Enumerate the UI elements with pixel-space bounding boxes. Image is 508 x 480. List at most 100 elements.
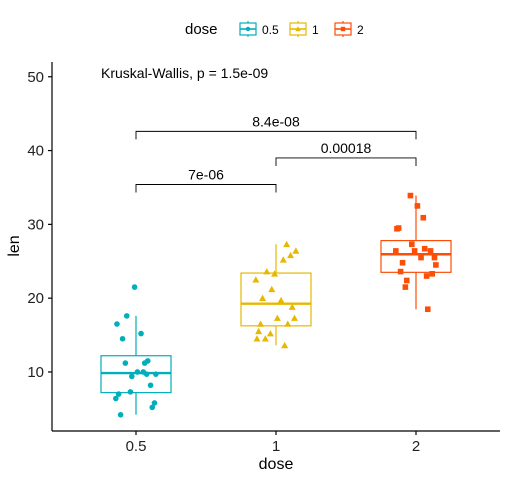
boxplot-2 (380, 195, 452, 310)
box-iqr (380, 239, 452, 273)
legend-marker (340, 26, 346, 32)
bracket-line (275, 157, 417, 166)
p-value-label: 8.4e-08 (252, 113, 300, 129)
data-point (418, 254, 424, 261)
data-point (407, 192, 414, 199)
p-value-label: 0.00018 (321, 140, 372, 156)
x-tick-label: 0.5 (126, 438, 147, 455)
data-point (115, 391, 122, 397)
data-point (288, 303, 296, 310)
data-point (252, 276, 260, 283)
data-point (279, 256, 287, 263)
x-tick-label: 1 (272, 438, 280, 455)
legend-marker (295, 26, 301, 32)
legend-item-0.5: 0.5 (239, 21, 279, 37)
data-point (123, 313, 130, 319)
comparison-0.5-2: 8.4e-08 (135, 113, 417, 140)
data-point (259, 294, 267, 301)
data-point (277, 296, 285, 304)
data-point (290, 314, 298, 321)
boxes (100, 195, 452, 415)
data-point (273, 314, 281, 321)
y-tick-label: 30 (27, 216, 44, 233)
data-point (431, 254, 438, 261)
data-point (421, 245, 428, 252)
data-point (403, 277, 410, 284)
data-points (113, 192, 439, 418)
x-axis-title: dose (259, 456, 294, 473)
data-point (433, 262, 439, 268)
data-point (283, 240, 291, 248)
p-value-label: 7e-06 (188, 167, 224, 183)
x-tick-label: 2 (412, 438, 420, 455)
data-point (117, 411, 124, 418)
boxplot-1 (240, 244, 312, 346)
data-point (414, 203, 421, 209)
x-ticks: 0.5 1 2 (126, 431, 420, 455)
data-point (153, 371, 159, 377)
data-point (114, 321, 120, 327)
data-point (129, 373, 135, 380)
y-ticks: 10 20 30 40 50 (27, 69, 52, 381)
data-point (119, 335, 126, 342)
legend-items: 0.5 1 2 (239, 21, 364, 37)
data-point (263, 268, 271, 275)
data-point (131, 284, 138, 290)
data-point (138, 330, 144, 337)
data-point (149, 404, 156, 411)
data-point (393, 248, 399, 254)
data-point (134, 369, 141, 375)
global-test-label: Kruskal-Wallis, p = 1.5e-09 (101, 65, 268, 81)
data-point (141, 360, 148, 366)
data-point (287, 251, 295, 259)
data-point (409, 241, 415, 248)
data-point (127, 389, 134, 395)
data-point (397, 268, 404, 275)
data-point (266, 330, 274, 337)
legend-label: 0.5 (262, 23, 279, 37)
data-point (113, 395, 119, 402)
data-point (420, 214, 427, 221)
data-point (151, 400, 158, 406)
data-point (261, 335, 269, 342)
comparison-0.5-1: 7e-06 (135, 167, 277, 193)
legend: dose 0.5 1 2 (185, 21, 364, 38)
data-point (427, 248, 434, 254)
data-point (399, 259, 406, 266)
data-point (143, 371, 150, 377)
legend-item-1: 1 (289, 21, 319, 37)
legend-item-2: 2 (334, 21, 364, 37)
data-point (429, 271, 436, 277)
plot-area: 10 20 30 40 50 0.5 1 2 7e-06 0.00018 8.4e-08 Kru… (27, 62, 500, 455)
data-point (402, 284, 409, 290)
comparison-brackets: 7e-06 0.00018 8.4e-08 (135, 113, 417, 193)
data-point (424, 306, 431, 313)
bracket-line (135, 130, 417, 140)
boxplot-0.5 (100, 315, 172, 415)
data-point (253, 335, 261, 342)
data-point (394, 225, 400, 232)
data-point (257, 320, 265, 327)
y-tick-label: 40 (27, 143, 44, 160)
legend-label: 2 (357, 23, 364, 37)
y-tick-label: 20 (27, 290, 44, 307)
data-point (284, 320, 292, 327)
data-point (122, 360, 129, 366)
y-tick-label: 50 (27, 69, 44, 86)
legend-marker (245, 26, 251, 32)
comparison-1-2: 0.00018 (275, 140, 417, 166)
data-point (147, 382, 154, 389)
data-point (411, 248, 418, 254)
data-point (423, 273, 430, 279)
data-point (255, 327, 263, 335)
y-axis-title: len (6, 235, 23, 256)
data-point (281, 341, 289, 349)
legend-title: dose (185, 21, 218, 38)
legend-label: 1 (312, 23, 319, 37)
bracket-line (135, 184, 277, 193)
data-point (292, 247, 300, 254)
data-point (271, 270, 279, 277)
data-point (268, 285, 276, 293)
y-tick-label: 10 (27, 364, 44, 381)
